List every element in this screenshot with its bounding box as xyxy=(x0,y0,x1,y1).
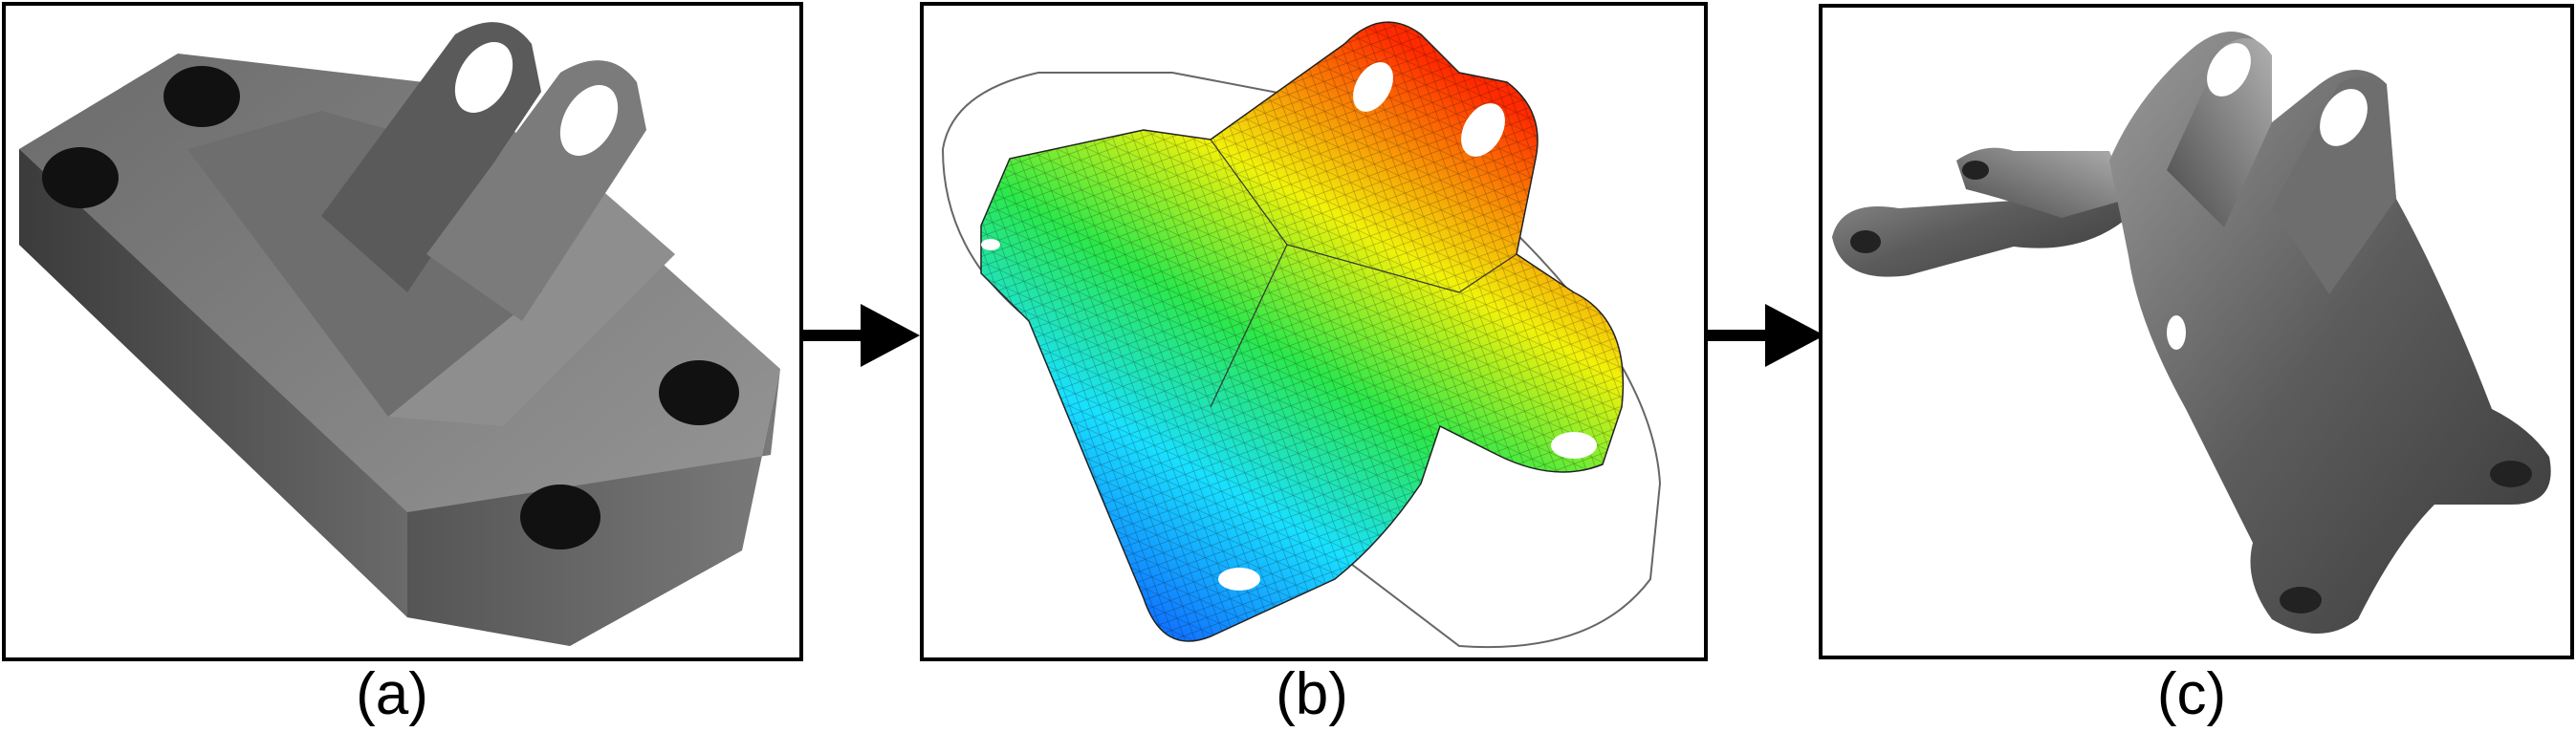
panel-b-topology-mesh xyxy=(920,2,1708,661)
panel-a-solid-bracket xyxy=(2,2,803,661)
arrow-right-icon xyxy=(1708,304,1824,367)
arrow-right-icon xyxy=(803,304,920,367)
caption-a: (a) xyxy=(356,661,428,727)
caption-c: (c) xyxy=(2156,661,2227,727)
optimized-bracket-image xyxy=(1832,32,2551,634)
topology-mesh-image xyxy=(941,21,1662,649)
solid-bracket-image xyxy=(19,22,780,646)
caption-b: (b) xyxy=(1276,661,1348,727)
panel-c-optimized-bracket xyxy=(1819,4,2574,659)
